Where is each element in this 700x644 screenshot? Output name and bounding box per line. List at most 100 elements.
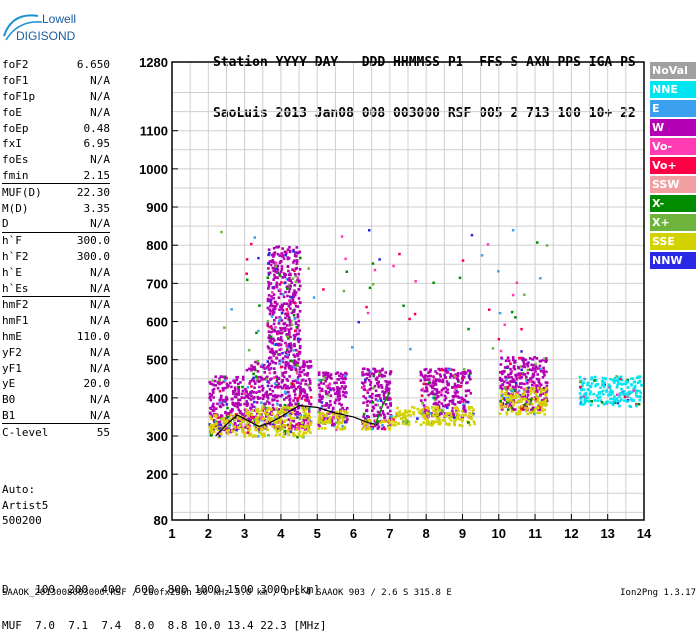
- echo-point: [287, 386, 291, 390]
- echo-point: [589, 403, 593, 407]
- echo-point: [503, 323, 506, 326]
- echo-point: [420, 373, 424, 377]
- parameter-name: B1: [2, 408, 16, 422]
- echo-point: [285, 333, 288, 336]
- echo-point: [247, 417, 251, 420]
- echo-point: [208, 423, 212, 426]
- legend-item: Vo-: [650, 138, 696, 155]
- echo-point: [266, 394, 269, 397]
- echo-point: [276, 385, 280, 388]
- echo-point: [243, 396, 246, 400]
- echo-point: [398, 252, 401, 256]
- echo-point: [269, 300, 272, 303]
- echo-point: [451, 374, 455, 377]
- echo-point: [253, 365, 256, 369]
- echo-point: [241, 430, 244, 433]
- echo-point: [442, 404, 445, 408]
- echo-point: [309, 364, 313, 368]
- echo-point: [514, 381, 518, 385]
- echo-point: [292, 250, 295, 253]
- echo-point: [345, 270, 348, 273]
- echo-point: [535, 384, 538, 387]
- echo-point: [275, 420, 279, 423]
- echo-point: [366, 372, 370, 376]
- echo-point: [274, 427, 277, 431]
- echo-point: [268, 371, 272, 375]
- echo-point: [533, 384, 537, 387]
- echo-point: [209, 412, 212, 416]
- echo-point: [638, 389, 641, 393]
- echo-point: [545, 391, 548, 394]
- echo-point: [537, 380, 541, 384]
- echo-point: [432, 402, 436, 406]
- echo-point: [458, 385, 462, 389]
- parameter-name: C-level: [2, 425, 49, 439]
- echo-point: [255, 412, 259, 415]
- echo-point: [371, 262, 375, 265]
- echo-point: [305, 360, 309, 364]
- echo-point: [370, 386, 373, 390]
- echo-point: [435, 378, 438, 381]
- echo-point: [285, 335, 289, 338]
- echo-point: [345, 415, 348, 418]
- echo-point: [520, 386, 523, 389]
- echo-point: [328, 421, 332, 425]
- echo-point: [209, 407, 213, 410]
- echo-point: [499, 349, 503, 353]
- echo-point: [255, 428, 258, 431]
- echo-point: [538, 407, 541, 411]
- echo-point: [257, 428, 260, 431]
- echo-point: [231, 423, 234, 426]
- echo-point: [293, 396, 297, 400]
- echo-point: [269, 420, 273, 423]
- muf-values: 7.0 7.1 7.4 8.0 8.8 10.0 13.4 22.3 [MHz]: [35, 619, 327, 632]
- auto-label: Auto:: [2, 483, 36, 496]
- echo-point: [267, 415, 270, 419]
- echo-point: [371, 423, 375, 426]
- echo-point: [285, 302, 289, 305]
- echo-point: [592, 392, 595, 396]
- echo-point: [285, 387, 288, 390]
- echo-point: [338, 391, 341, 395]
- echo-point: [609, 393, 613, 397]
- echo-point: [281, 374, 285, 377]
- echo-point: [538, 411, 541, 415]
- echo-point: [283, 275, 287, 279]
- echo-point: [518, 356, 521, 360]
- echo-point: [539, 393, 543, 396]
- echo-point: [218, 389, 222, 393]
- echo-point: [500, 390, 503, 393]
- echo-point: [279, 417, 283, 420]
- echo-point: [446, 391, 450, 395]
- echo-point: [284, 273, 288, 276]
- echo-point: [275, 356, 279, 360]
- echo-point: [273, 339, 276, 342]
- echo-point: [295, 353, 299, 356]
- echo-point: [323, 417, 326, 420]
- echo-point: [274, 265, 277, 268]
- echo-point: [616, 381, 620, 385]
- echo-point: [581, 381, 585, 385]
- echo-point: [247, 348, 251, 352]
- echo-point: [469, 371, 472, 374]
- echo-point: [522, 393, 525, 396]
- echo-point: [262, 417, 265, 420]
- echo-point: [447, 403, 451, 406]
- echo-point: [392, 418, 395, 422]
- echo-point: [276, 411, 280, 415]
- echo-point: [285, 396, 288, 400]
- echo-point: [431, 396, 435, 400]
- echo-point: [297, 432, 301, 435]
- echo-point: [531, 406, 535, 409]
- echo-point: [632, 389, 636, 392]
- echo-point: [436, 405, 440, 409]
- echo-point: [529, 401, 532, 405]
- echo-point: [609, 397, 612, 401]
- parameter-row: yF2 N/A: [2, 344, 110, 360]
- echo-point: [240, 420, 244, 424]
- echo-point: [527, 407, 530, 410]
- echo-point: [273, 253, 276, 256]
- echo-point: [209, 415, 212, 419]
- y-tick-label: 1280: [139, 55, 168, 70]
- echo-point: [452, 395, 456, 399]
